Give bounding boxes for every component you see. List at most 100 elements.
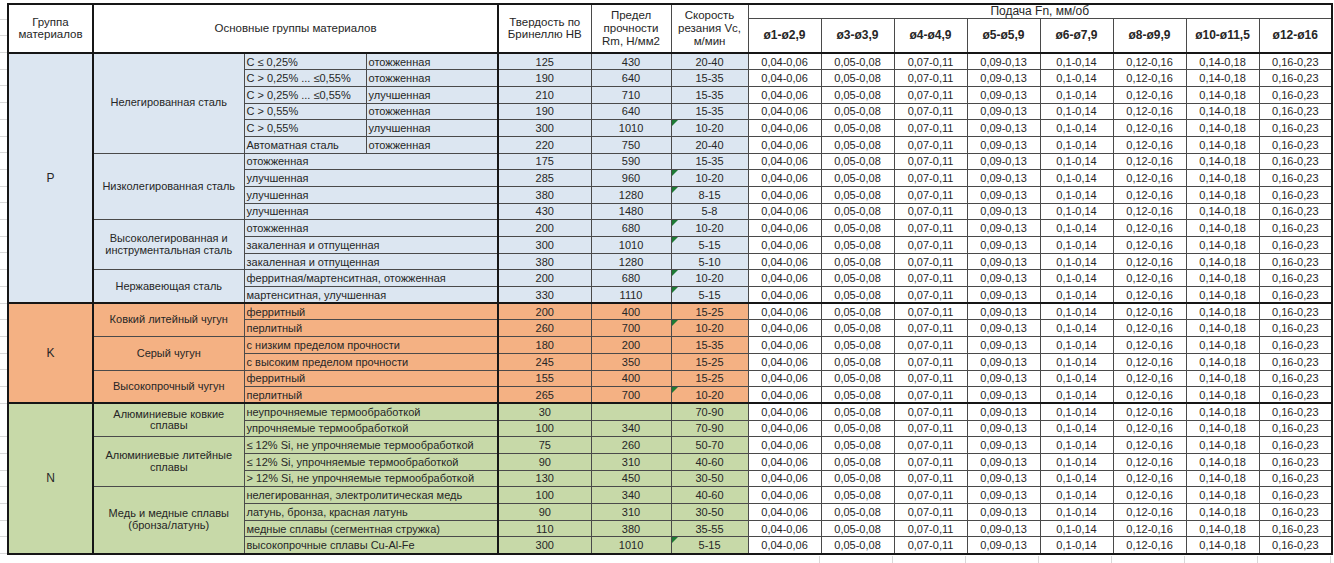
feed-cell[interactable]: 0,12-0,16 (1113, 370, 1186, 387)
feed-cell[interactable]: 0,09-0,13 (967, 537, 1040, 554)
feed-cell[interactable]: 0,09-0,13 (967, 403, 1040, 420)
vc-cell[interactable]: 5-10 (671, 253, 748, 270)
feed-cell[interactable]: 0,1-0,14 (1040, 303, 1113, 320)
feed-cell[interactable]: 0,05-0,08 (821, 303, 894, 320)
feed-cell[interactable]: 0,04-0,06 (748, 103, 821, 120)
feed-cell[interactable]: 0,07-0,11 (894, 537, 967, 554)
feed-cell[interactable]: 0,09-0,13 (967, 136, 1040, 153)
feed-cell[interactable]: 0,05-0,08 (821, 504, 894, 521)
vc-cell[interactable]: 15-25 (671, 370, 748, 387)
feed-cell[interactable]: 0,07-0,11 (894, 86, 967, 103)
feed-cell[interactable]: 0,14-0,18 (1186, 487, 1259, 504)
feed-cell[interactable]: 0,16-0,23 (1259, 237, 1332, 254)
feed-cell[interactable]: 0,05-0,08 (821, 153, 894, 170)
material-desc-cell[interactable]: отожженная (244, 220, 498, 237)
feed-cell[interactable]: 0,04-0,06 (748, 504, 821, 521)
feed-diameter-header[interactable]: ø3-ø3,9 (821, 19, 894, 53)
material-desc-cell[interactable]: закаленная и отпущенная (244, 253, 498, 270)
rm-cell[interactable]: 1010 (591, 120, 671, 137)
feed-cell[interactable]: 0,04-0,06 (748, 287, 821, 304)
feed-cell[interactable]: 0,16-0,23 (1259, 136, 1332, 153)
material-desc-cell[interactable]: C ≤ 0,25% (244, 53, 366, 70)
material-desc-cell[interactable]: латунь, бронза, красная латунь (244, 504, 498, 521)
rm-cell[interactable]: 1280 (591, 186, 671, 203)
hb-cell[interactable]: 100 (498, 487, 591, 504)
feed-cell[interactable]: 0,07-0,11 (894, 420, 967, 437)
feed-cell[interactable]: 0,16-0,23 (1259, 170, 1332, 187)
feed-cell[interactable]: 0,12-0,16 (1113, 337, 1186, 354)
feed-cell[interactable]: 0,07-0,11 (894, 253, 967, 270)
material-desc-cell[interactable]: Автоматная сталь (244, 136, 366, 153)
feed-cell[interactable]: 0,1-0,14 (1040, 403, 1113, 420)
feed-cell[interactable]: 0,14-0,18 (1186, 253, 1259, 270)
feed-cell[interactable]: 0,04-0,06 (748, 270, 821, 287)
feed-cell[interactable]: 0,09-0,13 (967, 270, 1040, 287)
feed-cell[interactable]: 0,07-0,11 (894, 70, 967, 87)
feed-cell[interactable]: 0,09-0,13 (967, 437, 1040, 454)
feed-cell[interactable]: 0,16-0,23 (1259, 70, 1332, 87)
feed-cell[interactable]: 0,05-0,08 (821, 86, 894, 103)
feed-cell[interactable]: 0,05-0,08 (821, 120, 894, 137)
feed-cell[interactable]: 0,16-0,23 (1259, 186, 1332, 203)
vc-cell[interactable]: 10-20 (671, 387, 748, 404)
feed-cell[interactable]: 0,07-0,11 (894, 220, 967, 237)
material-state-cell[interactable]: улучшенная (366, 86, 498, 103)
hb-cell[interactable]: 300 (498, 537, 591, 554)
feed-cell[interactable]: 0,05-0,08 (821, 520, 894, 537)
feed-cell[interactable]: 0,04-0,06 (748, 420, 821, 437)
feed-cell[interactable]: 0,12-0,16 (1113, 420, 1186, 437)
feed-cell[interactable]: 0,07-0,11 (894, 320, 967, 337)
feed-cell[interactable]: 0,14-0,18 (1186, 520, 1259, 537)
feed-cell[interactable]: 0,1-0,14 (1040, 387, 1113, 404)
feed-cell[interactable]: 0,14-0,18 (1186, 53, 1259, 70)
feed-cell[interactable]: 0,05-0,08 (821, 287, 894, 304)
feed-cell[interactable]: 0,1-0,14 (1040, 70, 1113, 87)
material-desc-cell[interactable]: ≤ 12% Si, упрочняемые термообработкой (244, 453, 498, 470)
feed-cell[interactable]: 0,04-0,06 (748, 170, 821, 187)
feed-cell[interactable]: 0,16-0,23 (1259, 120, 1332, 137)
feed-cell[interactable]: 0,04-0,06 (748, 437, 821, 454)
hb-cell[interactable]: 190 (498, 70, 591, 87)
material-desc-cell[interactable]: закаленная и отпущенная (244, 237, 498, 254)
feed-cell[interactable]: 0,1-0,14 (1040, 520, 1113, 537)
feed-cell[interactable]: 0,07-0,11 (894, 437, 967, 454)
feed-cell[interactable]: 0,14-0,18 (1186, 537, 1259, 554)
vc-cell[interactable]: 15-35 (671, 337, 748, 354)
feed-cell[interactable]: 0,12-0,16 (1113, 237, 1186, 254)
hb-cell[interactable]: 175 (498, 153, 591, 170)
feed-cell[interactable]: 0,16-0,23 (1259, 220, 1332, 237)
feed-cell[interactable]: 0,16-0,23 (1259, 203, 1332, 220)
header-cutting-speed-vc[interactable]: Скорость резания Vc, м/мин (671, 4, 748, 53)
feed-cell[interactable]: 0,04-0,06 (748, 403, 821, 420)
vc-cell[interactable]: 15-35 (671, 70, 748, 87)
hb-cell[interactable]: 300 (498, 237, 591, 254)
feed-cell[interactable]: 0,14-0,18 (1186, 120, 1259, 137)
feed-cell[interactable]: 0,05-0,08 (821, 270, 894, 287)
rm-cell[interactable]: 700 (591, 320, 671, 337)
vc-cell[interactable]: 30-50 (671, 470, 748, 487)
rm-cell[interactable]: 1110 (591, 287, 671, 304)
feed-cell[interactable]: 0,12-0,16 (1113, 303, 1186, 320)
vc-cell[interactable]: 20-40 (671, 53, 748, 70)
feed-cell[interactable]: 0,14-0,18 (1186, 453, 1259, 470)
feed-cell[interactable]: 0,09-0,13 (967, 370, 1040, 387)
feed-cell[interactable]: 0,05-0,08 (821, 370, 894, 387)
feed-cell[interactable]: 0,04-0,06 (748, 320, 821, 337)
material-desc-cell[interactable]: мартенситная, улучшенная (244, 287, 498, 304)
feed-cell[interactable]: 0,1-0,14 (1040, 203, 1113, 220)
feed-cell[interactable]: 0,14-0,18 (1186, 86, 1259, 103)
feed-cell[interactable]: 0,04-0,06 (748, 136, 821, 153)
feed-cell[interactable]: 0,12-0,16 (1113, 437, 1186, 454)
feed-cell[interactable]: 0,12-0,16 (1113, 537, 1186, 554)
feed-cell[interactable]: 0,12-0,16 (1113, 120, 1186, 137)
hb-cell[interactable]: 90 (498, 504, 591, 521)
feed-cell[interactable]: 0,16-0,23 (1259, 403, 1332, 420)
feed-cell[interactable]: 0,12-0,16 (1113, 86, 1186, 103)
feed-cell[interactable]: 0,07-0,11 (894, 520, 967, 537)
rm-cell[interactable]: 380 (591, 520, 671, 537)
feed-cell[interactable]: 0,12-0,16 (1113, 103, 1186, 120)
feed-cell[interactable]: 0,04-0,06 (748, 337, 821, 354)
feed-cell[interactable]: 0,07-0,11 (894, 186, 967, 203)
vc-cell[interactable]: 70-90 (671, 403, 748, 420)
feed-cell[interactable]: 0,1-0,14 (1040, 504, 1113, 521)
